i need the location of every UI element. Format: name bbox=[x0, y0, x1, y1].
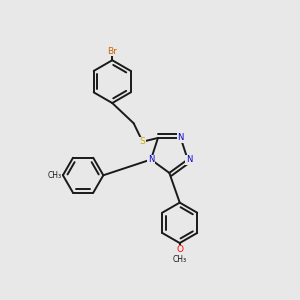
Text: S: S bbox=[140, 137, 146, 146]
Text: N: N bbox=[148, 155, 154, 164]
Text: N: N bbox=[186, 155, 192, 164]
Text: CH₃: CH₃ bbox=[173, 255, 187, 264]
Text: O: O bbox=[176, 245, 183, 254]
Text: Br: Br bbox=[107, 47, 117, 56]
Text: N: N bbox=[178, 134, 184, 142]
Text: CH₃: CH₃ bbox=[47, 171, 61, 180]
